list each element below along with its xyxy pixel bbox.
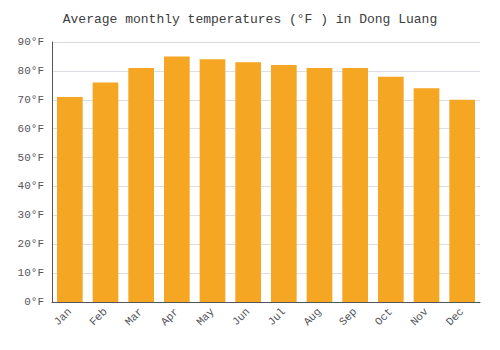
svg-text:60°F: 60°F <box>18 123 44 135</box>
svg-text:Apr: Apr <box>159 306 181 328</box>
svg-text:Sep: Sep <box>337 306 359 328</box>
svg-text:Feb: Feb <box>87 306 109 328</box>
svg-text:30°F: 30°F <box>18 209 44 221</box>
svg-text:Nov: Nov <box>408 305 431 328</box>
svg-text:40°F: 40°F <box>18 180 44 192</box>
svg-text:50°F: 50°F <box>18 152 44 164</box>
svg-text:Jan: Jan <box>52 306 74 328</box>
svg-text:Jun: Jun <box>230 306 252 328</box>
svg-text:May: May <box>194 305 217 328</box>
svg-text:Dec: Dec <box>444 306 466 328</box>
svg-text:Oct: Oct <box>373 306 395 328</box>
svg-text:Average monthly temperatures (: Average monthly temperatures (°F ) in Do… <box>63 12 437 27</box>
svg-text:Jul: Jul <box>266 306 288 328</box>
svg-text:70°F: 70°F <box>18 94 44 106</box>
svg-text:0°F: 0°F <box>24 296 44 308</box>
svg-text:80°F: 80°F <box>18 65 44 77</box>
svg-text:10°F: 10°F <box>18 267 44 279</box>
svg-text:90°F: 90°F <box>18 36 44 48</box>
svg-text:20°F: 20°F <box>18 238 44 250</box>
svg-text:Aug: Aug <box>301 306 323 328</box>
svg-text:Mar: Mar <box>123 306 145 328</box>
